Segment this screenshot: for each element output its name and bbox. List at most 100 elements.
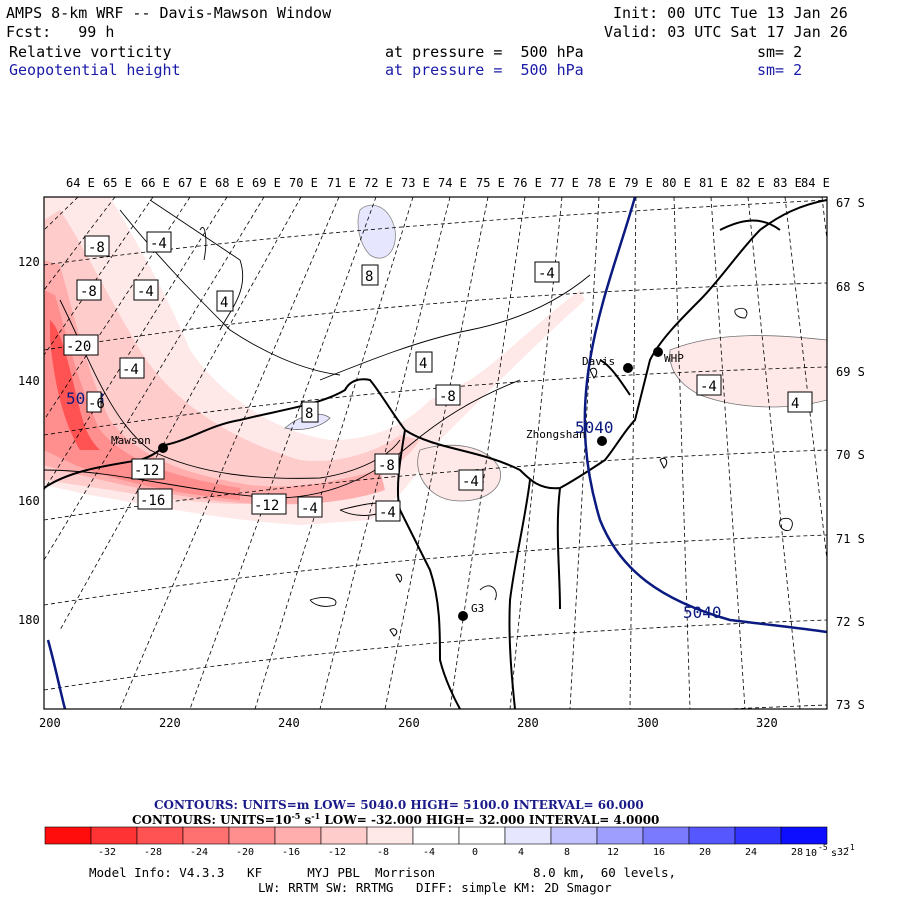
vort-info-units: CONTOURS: UNITS=10 — [132, 813, 292, 827]
colorbar-tick-label: -32 — [97, 847, 117, 858]
station-label-g3: G3 — [471, 602, 484, 615]
vort-label-box: -4 — [133, 279, 159, 301]
vort-label-box: -4 — [458, 469, 484, 491]
vort-label: -8 — [80, 284, 97, 300]
height-contours — [46, 197, 827, 709]
lon-label: 69 E — [252, 176, 281, 190]
vort-label: 4 — [791, 396, 799, 412]
grid-y-label: 120 — [18, 255, 40, 269]
vort-label: -12 — [254, 498, 279, 514]
vort-info-s: s — [300, 813, 312, 827]
colorbar-tick-label: -20 — [235, 847, 255, 858]
vort-label-box: -6 — [86, 391, 105, 413]
grid-x-label: 260 — [398, 716, 420, 730]
grid-y-label: 140 — [18, 374, 40, 388]
station-dot-whp — [653, 347, 663, 357]
colorbar-tick-label: -8 — [376, 847, 390, 858]
vort-label: -4 — [122, 362, 139, 378]
colorbar-swatch — [228, 826, 276, 845]
forecast-hour: Fcst: 99 h — [6, 23, 115, 41]
vort-label-box: 4 — [216, 290, 234, 312]
map-frame — [43, 196, 828, 710]
height-contour-info: CONTOURS: UNITS=m LOW= 5040.0 HIGH= 5100… — [154, 798, 644, 812]
lat-label: 69 S — [836, 365, 865, 379]
grid-x-label: 240 — [278, 716, 300, 730]
lat-label: 67 S — [836, 196, 865, 210]
colorbar-swatch — [320, 826, 368, 845]
small-islands — [389, 367, 668, 637]
init-time: Init: 00 UTC Tue 13 Jan 26 — [613, 4, 848, 22]
vort-label: -4 — [150, 236, 167, 252]
colorbar-swatch — [642, 826, 690, 845]
vort-label-box: -12 — [131, 458, 165, 480]
lon-label: 66 E — [141, 176, 170, 190]
vort-label: -12 — [134, 463, 159, 479]
colorbar-swatch — [182, 826, 230, 845]
grid-x-label: 200 — [39, 716, 61, 730]
colorbar-swatch — [412, 826, 460, 845]
vort-label: 4 — [220, 295, 228, 311]
field1-level: at pressure = 500 hPa — [385, 43, 584, 61]
colorbar-unit-exp: -5 — [818, 843, 828, 852]
colorbar-tick-label: -28 — [143, 847, 163, 858]
lon-label: 73 E — [401, 176, 430, 190]
lat-label: 70 S — [836, 448, 865, 462]
height-label: 5040 — [575, 418, 614, 437]
map-title: AMPS 8-km WRF -- Davis-Mawson Window — [6, 4, 332, 22]
lat-label: 68 S — [836, 280, 865, 294]
lat-label: 72 S — [836, 615, 865, 629]
field2-name: Geopotential height — [9, 61, 181, 79]
vort-label-box: -4 — [534, 261, 560, 283]
colorbar-tick-label: 16 — [652, 847, 666, 858]
vort-label: -6 — [88, 396, 105, 412]
vort-label-box: -4 — [146, 231, 172, 253]
lon-label: 77 E — [550, 176, 579, 190]
colorbar-tick-label: -16 — [281, 847, 301, 858]
lon-label: 65 E — [103, 176, 132, 190]
vort-label: -8 — [378, 458, 395, 474]
vort-label: -4 — [538, 266, 555, 282]
vort-label-box: -4 — [119, 357, 145, 379]
vort-label: 8 — [305, 406, 313, 422]
vort-label: 8 — [365, 269, 373, 285]
field2-smoothing: sm= 2 — [757, 61, 803, 79]
vort-label: -4 — [301, 501, 318, 517]
colorbar-swatch — [90, 826, 138, 845]
model-info: Model Info: V4.3.3 KF MYJ PBL Morrison 8… — [89, 865, 676, 880]
vort-label-box: -8 — [84, 235, 110, 257]
lon-label: 83 E — [773, 176, 802, 190]
grid-y-label: 160 — [18, 494, 40, 508]
station-dot-davis — [623, 363, 633, 373]
colorbar-tick-label: 24 — [744, 847, 758, 858]
colorbar-tick-label: -4 — [422, 847, 436, 858]
lon-label: 84 E — [801, 176, 830, 190]
vort-label-box: 4 — [415, 351, 433, 373]
vort-label: -4 — [700, 379, 717, 395]
vort-label-box: -4 — [696, 374, 722, 396]
colorbar-swatch — [688, 826, 736, 845]
colorbar-tick-label: 20 — [698, 847, 712, 858]
station-label-whp: WHP — [664, 352, 684, 365]
lon-label: 76 E — [513, 176, 542, 190]
lon-label: 82 E — [736, 176, 765, 190]
colorbar-swatch — [366, 826, 414, 845]
grid-x-label: 300 — [637, 716, 659, 730]
lon-label: 68 E — [215, 176, 244, 190]
vort-label: -4 — [462, 474, 479, 490]
station-label-mawson: Mawson — [111, 434, 151, 447]
vort-label-box: 8 — [361, 264, 379, 286]
vorticity-shade-moderate — [44, 210, 420, 505]
colorbar-unit-s: s — [831, 848, 837, 859]
colorbar-swatch — [596, 826, 644, 845]
lon-label: 80 E — [662, 176, 691, 190]
grid-y-label: 180 — [18, 613, 40, 627]
vort-label-box: 8 — [301, 401, 319, 423]
field1-smoothing: sm= 2 — [757, 43, 803, 61]
colorbar-tick-label: 8 — [563, 847, 571, 858]
vort-label: 4 — [419, 356, 427, 372]
colorbar-tick-label: 12 — [606, 847, 620, 858]
colorbar-swatch — [136, 826, 184, 845]
colorbar-tick-label: 4 — [517, 847, 525, 858]
height-label: 5040 — [683, 603, 722, 622]
